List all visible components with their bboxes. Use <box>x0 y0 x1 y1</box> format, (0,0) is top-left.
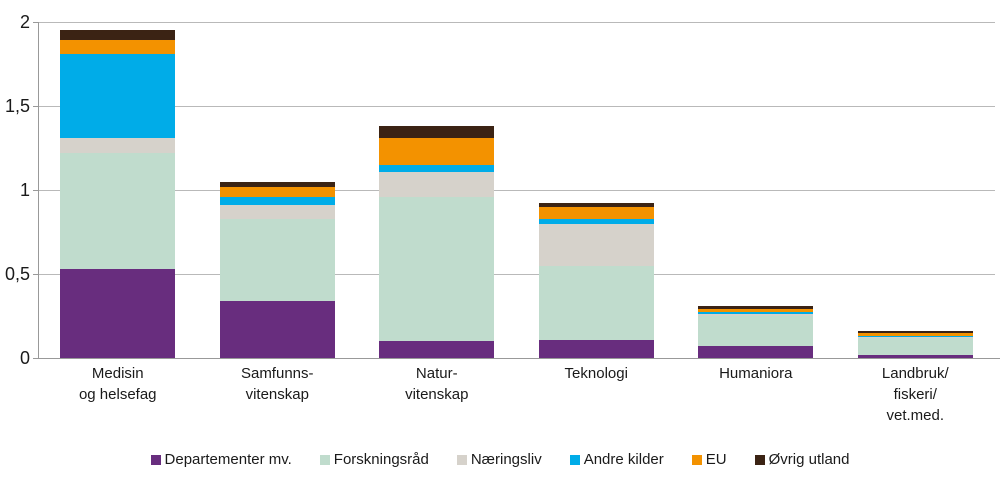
bar-segment <box>60 30 176 41</box>
bar-segment <box>857 332 973 337</box>
bar-segment <box>219 218 335 301</box>
gridline <box>38 274 995 275</box>
legend-label: Departementer mv. <box>164 451 292 468</box>
x-category-label-line: Humaniora <box>719 365 793 382</box>
y-tick-label: 2 <box>19 12 30 32</box>
legend-swatch <box>456 455 467 465</box>
bar-segment <box>219 205 335 219</box>
bar-segment <box>698 314 814 316</box>
x-category-label-line: vet.med. <box>886 407 945 424</box>
bar-segment <box>219 196 335 206</box>
x-category-label-line: Medisin <box>91 365 144 382</box>
x-category-label-line: Landbruk/ <box>881 365 949 382</box>
y-tick-label: 0 <box>19 348 30 368</box>
legend-label: EU <box>705 451 727 468</box>
gridline <box>38 190 995 191</box>
x-category-label: Landbruk/fiskeri/vet.med. <box>836 363 996 426</box>
y-tick <box>33 190 38 191</box>
legend-label: Øvrig utland <box>768 451 850 468</box>
legend-item: Forskningsråd <box>319 451 429 468</box>
y-tick <box>33 106 38 107</box>
bar-segment <box>698 305 814 310</box>
bar-segment <box>379 341 495 358</box>
x-category-label-line: Teknologi <box>564 365 628 382</box>
bar-segment <box>379 171 495 197</box>
x-category-label-line: vitenskap <box>405 386 469 403</box>
legend-item: EU <box>691 451 727 468</box>
bar-segment <box>219 181 335 187</box>
bar-segment <box>538 206 654 219</box>
x-category-label-line: og helsefag <box>78 386 157 403</box>
bar-segment <box>219 186 335 197</box>
legend-label: Næringsliv <box>470 451 542 468</box>
legend-item: Næringsliv <box>456 451 542 468</box>
bar-segment <box>538 339 654 358</box>
x-axis-labels: Medisin og helsefag Samfunns-vitenskap Natu… <box>38 363 995 433</box>
bar-segment <box>698 346 814 358</box>
y-tick <box>33 22 38 23</box>
bar-segment <box>538 218 654 224</box>
legend: Departementer mv. Forskningsråd Næringsliv… <box>0 450 1000 470</box>
bar-segment <box>379 137 495 165</box>
bar-segment <box>538 223 654 266</box>
bar-segment <box>698 309 814 312</box>
x-category-label: Natur-vitenskap <box>357 363 517 405</box>
bar-segment <box>219 300 335 358</box>
x-category-label: Teknologi <box>517 363 677 384</box>
bar-segment <box>857 337 973 355</box>
x-category-label: Samfunns-vitenskap <box>198 363 358 405</box>
bar-segment <box>698 311 814 315</box>
legend-item: Andre kilder <box>569 451 664 468</box>
x-category-label-line: fiskeri/ <box>893 386 937 403</box>
legend-swatch <box>150 455 161 465</box>
bar-segment <box>60 268 176 358</box>
y-tick-label: 1 <box>19 180 30 200</box>
legend-swatch <box>569 455 580 465</box>
legend-swatch <box>319 455 330 465</box>
x-category-label-line: Samfunns- <box>240 365 314 382</box>
y-tick-label: 1,5 <box>4 96 30 116</box>
legend-label: Andre kilder <box>583 451 664 468</box>
bar-segment <box>538 265 654 340</box>
y-tick <box>33 274 38 275</box>
gridline <box>38 22 995 23</box>
bar-segment <box>379 196 495 342</box>
x-category-label-line: vitenskap <box>245 386 309 403</box>
gridline <box>38 106 995 107</box>
bar-segment <box>60 137 176 154</box>
bar-segment <box>379 126 495 138</box>
legend-swatch <box>691 455 702 465</box>
bar-segment <box>857 337 973 338</box>
legend-swatch <box>754 455 765 465</box>
bar-segment <box>857 331 973 333</box>
legend-label: Forskningsråd <box>333 451 429 468</box>
bar-segment <box>538 203 654 207</box>
bar-segment <box>857 336 973 337</box>
x-category-label: Humaniora <box>676 363 836 384</box>
bar-segment <box>379 164 495 172</box>
y-tick <box>33 358 38 359</box>
legend-item: Departementer mv. <box>150 451 292 468</box>
y-axis-line <box>38 22 39 358</box>
bar-segment <box>857 354 973 358</box>
x-category-label: Medisin og helsefag <box>38 363 198 405</box>
x-axis-line <box>38 358 1000 359</box>
plot-area <box>38 22 995 358</box>
y-tick-label: 0,5 <box>4 264 30 284</box>
bar-segment <box>60 40 176 54</box>
bar-segment <box>698 316 814 347</box>
x-category-label-line: Natur- <box>415 365 458 382</box>
bar-segment <box>60 153 176 269</box>
bar-segment <box>60 53 176 138</box>
legend-item: Øvrig utland <box>754 451 850 468</box>
